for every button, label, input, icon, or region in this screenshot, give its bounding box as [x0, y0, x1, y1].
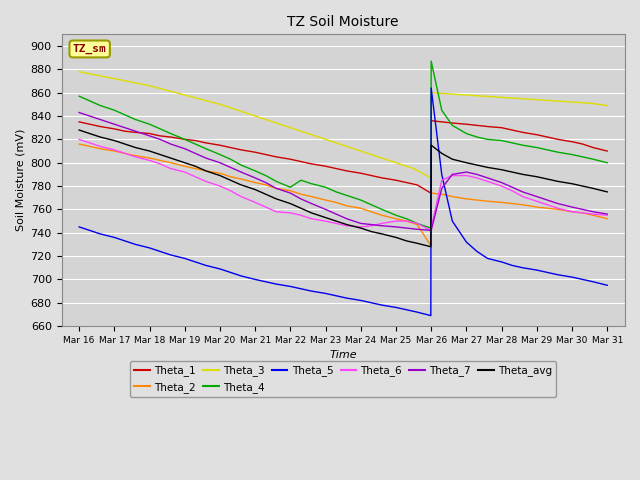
Legend: Theta_1, Theta_2, Theta_3, Theta_4, Theta_5, Theta_6, Theta_7, Theta_avg: Theta_1, Theta_2, Theta_3, Theta_4, Thet…	[131, 361, 556, 397]
Y-axis label: Soil Moisture (mV): Soil Moisture (mV)	[15, 129, 25, 231]
Title: TZ Soil Moisture: TZ Soil Moisture	[287, 15, 399, 29]
Text: TZ_sm: TZ_sm	[73, 44, 106, 54]
X-axis label: Time: Time	[330, 350, 357, 360]
